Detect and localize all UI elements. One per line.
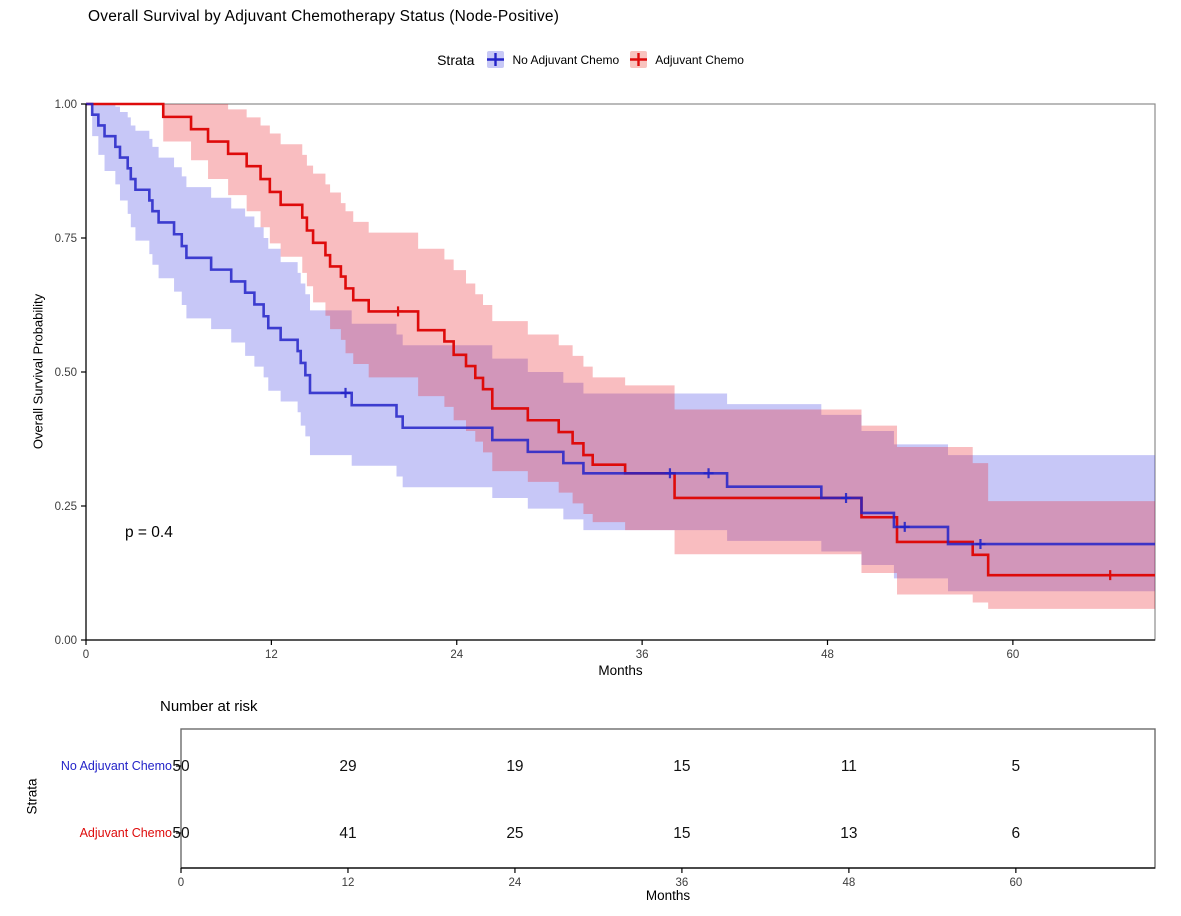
legend-label: No Adjuvant Chemo	[512, 52, 620, 67]
risk-row-label: No Adjuvant Chemo	[61, 759, 172, 773]
legend: Strata No Adjuvant Chemo Adjuvant Chemo	[0, 50, 1181, 69]
risk-x-tick-label: 0	[178, 877, 184, 889]
risk-x-tick-label: 24	[509, 877, 522, 889]
km-curve-key-icon	[487, 51, 505, 68]
risk-count-value: 15	[673, 825, 690, 842]
risk-table-title: Number at risk	[160, 698, 258, 715]
risk-x-tick-label: 48	[842, 877, 855, 889]
x-tick-label: 36	[636, 649, 649, 661]
censor-mark-icon	[1105, 570, 1116, 581]
x-tick-label: 0	[83, 649, 89, 661]
risk-count-value: 25	[506, 825, 523, 842]
risk-count-value: 50	[172, 825, 190, 842]
plus-marker-icon	[487, 53, 505, 66]
plus-marker-icon	[630, 53, 648, 66]
legend-label: Adjuvant Chemo	[655, 52, 744, 67]
y-tick-label: 0.75	[55, 233, 77, 245]
km-curve-no-adjuvant	[86, 102, 1155, 546]
x-tick-label: 48	[821, 649, 834, 661]
x-tick-label: 24	[450, 649, 463, 661]
confidence-band-no-adjuvant	[86, 104, 1155, 592]
risk-row-label: Adjuvant Chemo	[80, 826, 172, 840]
x-tick-label: 12	[265, 649, 278, 661]
censor-mark-icon	[703, 468, 714, 479]
plot-title: Overall Survival by Adjuvant Chemotherap…	[88, 8, 560, 25]
y-tick-label: 1.00	[55, 99, 77, 111]
risk-x-tick-label: 60	[1009, 877, 1022, 889]
risk-count-value: 15	[673, 758, 690, 775]
risk-table-border	[180, 728, 1156, 869]
risk-x-tick-label: 12	[342, 877, 355, 889]
legend-item-no-adjuvant: No Adjuvant Chemo	[486, 50, 619, 69]
censor-mark-icon	[340, 387, 351, 398]
p-value-annotation: p = 0.4	[125, 524, 173, 541]
confidence-band-adjuvant	[86, 104, 1155, 609]
risk-count-value: 29	[339, 758, 356, 775]
risk-count-value: 19	[506, 758, 523, 775]
censor-mark-icon	[664, 468, 675, 479]
risk-count-value: 5	[1012, 758, 1021, 775]
km-curve-adjuvant	[86, 102, 1155, 577]
y-axis-title: Overall Survival Probability	[30, 293, 46, 450]
censor-mark-icon	[975, 539, 986, 550]
risk-table-y-axis-title: Strata	[24, 778, 40, 815]
risk-count-value: 50	[172, 758, 190, 775]
legend-item-adjuvant: Adjuvant Chemo	[629, 50, 744, 69]
risk-x-tick-label: 36	[676, 877, 689, 889]
risk-count-value: 6	[1012, 825, 1021, 842]
censor-mark-icon	[841, 492, 852, 503]
risk-count-value: 13	[840, 825, 857, 842]
censor-mark-icon	[393, 306, 404, 317]
x-axis-title: Months	[598, 663, 643, 678]
risk-count-value: 41	[339, 825, 356, 842]
legend-title: Strata	[437, 51, 475, 68]
y-tick-label: 0.25	[55, 501, 77, 513]
risk-table-x-axis-title: Months	[645, 888, 691, 903]
y-tick-label: 0.50	[55, 367, 77, 379]
risk-count-value: 11	[841, 758, 857, 775]
x-tick-label: 60	[1006, 649, 1019, 661]
km-curve-key-icon	[630, 51, 648, 68]
y-tick-label: 0.00	[55, 635, 77, 647]
censor-mark-icon	[899, 521, 910, 532]
